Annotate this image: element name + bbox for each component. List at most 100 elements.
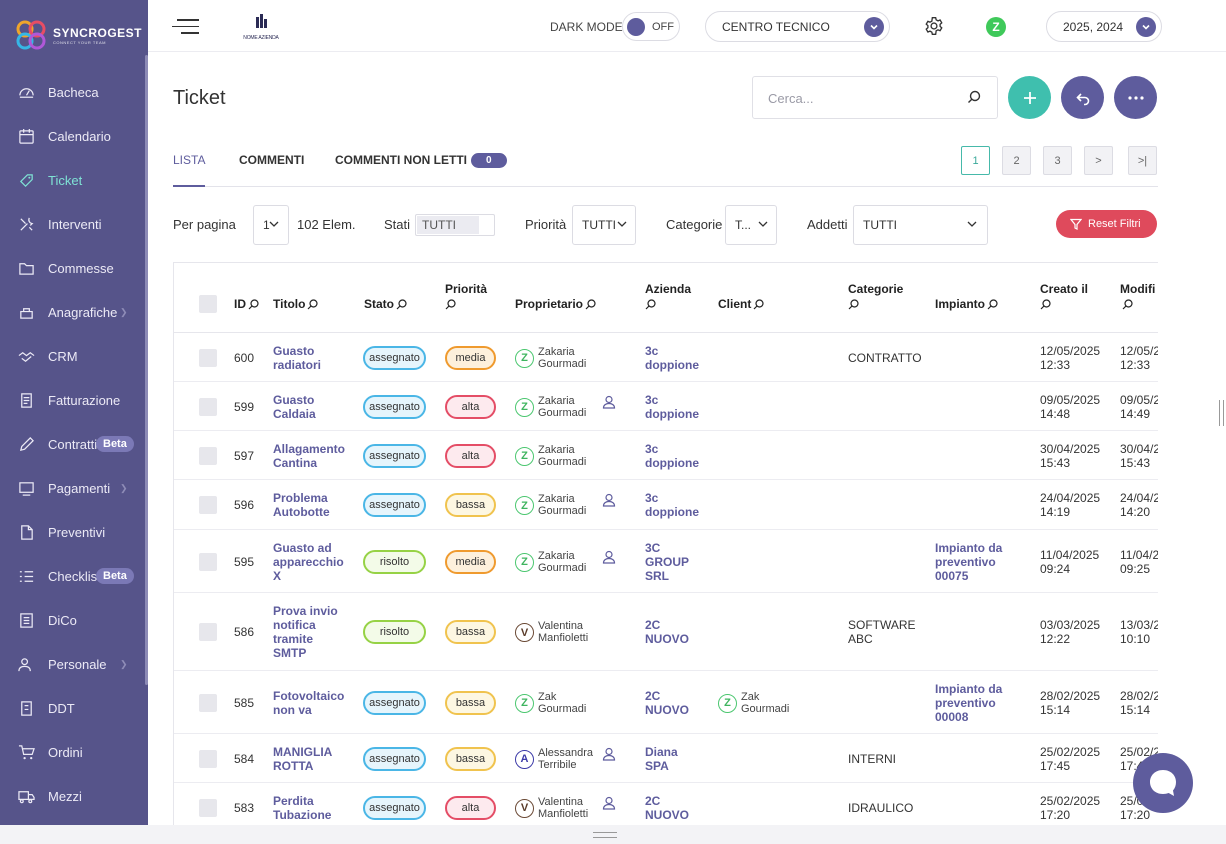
sidebar-item-dico[interactable]: DiCo [0,598,148,642]
search-input[interactable]: Cerca... [752,76,998,119]
impianto-link[interactable]: Impianto da preventivo 00008 [935,681,1003,724]
row-checkbox[interactable] [199,496,217,514]
col-impianto-header[interactable]: Impianto [935,297,998,312]
sidebar-item-personale[interactable]: Personale ❯ [0,642,148,686]
col-client-header[interactable]: Client [718,297,764,312]
table-row[interactable]: 595 Guasto ad apparecchio X risolto media Z Zak… [174,530,1158,593]
row-checkbox[interactable] [199,798,217,817]
ticket-title-link[interactable]: Fotovoltaico non va [273,688,345,717]
table-row[interactable]: 600 Guasto radiatori assegnato media Z Zakaria… [174,333,1158,382]
user-avatar[interactable]: Z [986,17,1006,37]
sidebar-item-pagamenti[interactable]: Pagamenti ❯ [0,466,148,510]
sidebar-scrollbar[interactable] [145,55,148,685]
more-options-button[interactable] [1114,76,1157,119]
per-pagina-select[interactable]: 1 [253,205,289,245]
priorita-select[interactable]: TUTTI [572,205,636,245]
stati-select[interactable]: TUTTI [415,214,495,236]
sidebar-item-crm[interactable]: CRM [0,334,148,378]
ticket-title-link[interactable]: Guasto ad apparecchio X [273,540,344,583]
settings-gear-icon[interactable] [924,16,944,36]
add-ticket-button[interactable] [1008,76,1051,119]
tab-lista[interactable]: LISTA [173,153,206,187]
row-checkbox[interactable] [199,348,217,367]
search-icon[interactable] [585,299,596,310]
azienda-link[interactable]: 3c doppione [645,392,699,421]
sidebar-item-preventivi[interactable]: Preventivi [0,510,148,554]
search-icon[interactable] [1122,299,1133,310]
assignee-person-icon[interactable] [602,550,616,564]
search-icon[interactable] [753,299,764,310]
sidebar-item-bacheca[interactable]: Bacheca [0,70,148,114]
col-categorie-header[interactable]: Categorie [848,282,903,312]
sidebar-item-commesse[interactable]: Commesse [0,246,148,290]
sidebar-item-anagrafiche[interactable]: Anagrafiche ❯ [0,290,148,334]
assignee-person-icon[interactable] [602,493,616,507]
sidebar-item-ordini[interactable]: Ordini [0,730,148,774]
years-select[interactable]: 2025, 2024 [1046,11,1162,42]
search-icon[interactable] [848,299,859,310]
assignee-person-icon[interactable] [602,395,616,409]
tab-commenti[interactable]: COMMENTI [239,153,305,167]
col-priorita-header[interactable]: Priorità [445,282,487,312]
next-page-button[interactable]: > [1084,146,1113,175]
assignee-button[interactable] [602,493,616,512]
table-row[interactable]: 596 Problema Autobotte assegnato bassa Z Zakar… [174,480,1158,530]
row-checkbox[interactable] [199,552,217,571]
table-row[interactable]: 584 MANIGLIA ROTTA assegnato bassa A Alessandr… [174,734,1158,783]
categorie-select[interactable]: T... [725,205,777,245]
page-button-2[interactable]: 2 [1002,146,1031,175]
col-titolo-header[interactable]: Titolo [273,297,319,312]
ticket-title-link[interactable]: Guasto Caldaia [273,392,316,421]
tab-commenti-non-letti[interactable]: COMMENTI NON LETTI 0 [335,153,507,168]
table-row[interactable]: 597 Allagamento Cantina assegnato alta Z Zakar… [174,431,1158,480]
col-azienda-header[interactable]: Azienda [645,282,691,312]
row-checkbox[interactable] [199,693,217,712]
ticket-title-link[interactable]: Guasto radiatori [273,343,322,372]
azienda-link[interactable]: 2C NUOVO [645,618,690,646]
chat-support-button[interactable] [1133,753,1193,813]
search-icon[interactable] [248,299,259,310]
sidebar-item-calendario[interactable]: Calendario [0,114,148,158]
sidebar-item-ticket[interactable]: Ticket [0,158,148,202]
search-icon[interactable] [967,90,981,104]
col-proprietario-header[interactable]: Proprietario [515,297,596,312]
assignee-button[interactable] [602,747,616,766]
col-modificato-header[interactable]: Modifi il [1120,282,1158,312]
table-row[interactable]: 585 Fotovoltaico non va assegnato bassa Z Zak G… [174,671,1158,734]
sidebar-item-contratti[interactable]: Contratti Beta [0,422,148,466]
menu-toggle-icon[interactable] [172,19,199,39]
search-icon[interactable] [645,299,656,310]
ticket-title-link[interactable]: MANIGLIA ROTTA [273,744,333,773]
ticket-title-link[interactable]: Prova invio notifica tramite SMTP [273,604,338,660]
impianto-link[interactable]: Impianto da preventivo 00075 [935,540,1003,583]
assignee-button[interactable] [602,550,616,569]
ticket-title-link[interactable]: Problema Autobotte [273,491,330,519]
sidebar-item-checklist[interactable]: Checklist Beta [0,554,148,598]
assignee-button[interactable] [602,796,616,815]
azienda-link[interactable]: 2C NUOVO [645,688,690,717]
table-row[interactable]: 599 Guasto Caldaia assegnato alta Z Zakaria Gou… [174,382,1158,431]
reset-filters-button[interactable]: Reset Filtri [1056,210,1157,238]
assignee-person-icon[interactable] [602,796,616,810]
select-all-checkbox[interactable] [199,295,217,313]
center-select[interactable]: CENTRO TECNICO [705,11,890,42]
sidebar-item-ddt[interactable]: DDT [0,686,148,730]
row-checkbox[interactable] [199,397,217,416]
col-id-header[interactable]: ID [234,297,259,312]
table-row[interactable]: 583 Perdita Tubazione assegnato alta V Valenti… [174,783,1158,825]
assignee-button[interactable] [602,395,616,414]
sidebar-item-interventi[interactable]: Interventi [0,202,148,246]
search-icon[interactable] [445,299,456,310]
addetti-select[interactable]: TUTTI [853,205,988,245]
table-row[interactable]: 586 Prova invio notifica tramite SMTP risolto… [174,593,1158,671]
col-stato-header[interactable]: Stato [364,297,407,312]
search-icon[interactable] [307,299,319,310]
search-icon[interactable] [396,299,407,310]
sidebar-item-mezzi[interactable]: Mezzi [0,774,148,818]
vertical-resize-handle-icon[interactable] [1219,400,1224,426]
azienda-link[interactable]: 2C NUOVO [645,793,690,822]
search-icon[interactable] [987,299,998,310]
page-button-1[interactable]: 1 [961,146,990,175]
dark-mode-toggle[interactable]: OFF [622,12,680,41]
azienda-link[interactable]: 3C GROUP SRL [645,540,690,583]
